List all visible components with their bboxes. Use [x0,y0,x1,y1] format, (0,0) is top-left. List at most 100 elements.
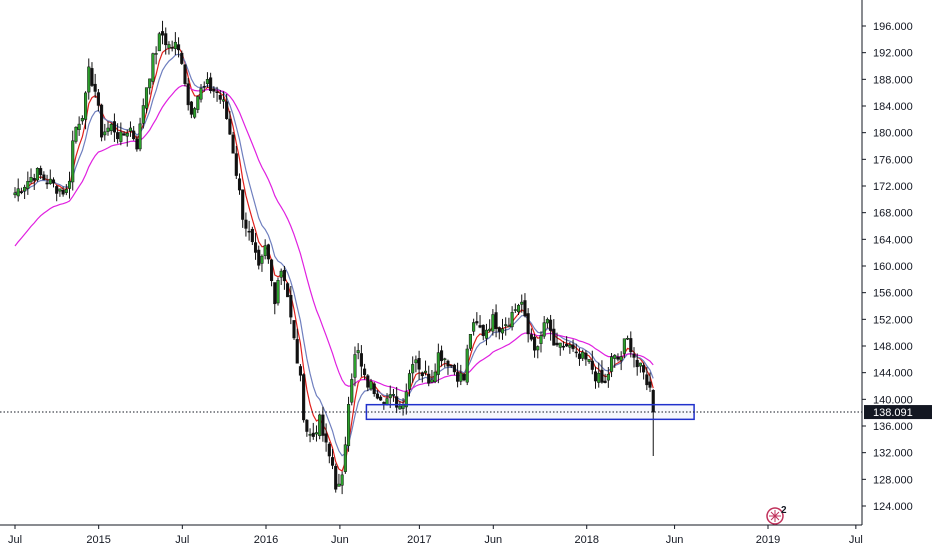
candle-down [446,360,450,367]
candle-down [132,130,136,140]
candle-up [103,131,107,136]
candle-down [42,174,46,181]
candle-up [314,432,319,435]
candle-up [398,405,402,410]
candle-down [282,269,286,282]
candle-down [462,374,466,381]
candle-down [96,92,100,106]
candle-down [363,368,367,376]
candle-up [411,364,415,374]
candle-down [189,101,193,115]
candle-down [330,457,335,466]
candle-down [183,64,187,84]
candle-down [311,432,315,437]
candle-down [231,134,235,154]
current-price-layer: 138.091 [0,405,932,420]
candle-up [504,324,508,326]
candle-up [597,372,601,383]
candle-up [87,66,91,93]
price-tick-label: 148.000 [873,341,913,353]
candle-down [257,249,261,266]
price-tick-label: 164.000 [873,234,913,246]
candle-down [420,372,424,377]
candle-up [507,325,511,328]
candle-up [167,44,171,49]
candle-up [13,192,17,196]
badge-layer[interactable]: 2 [766,505,787,525]
candle-up [308,434,312,436]
candle-up [581,351,585,359]
candle-down [164,33,168,46]
candle-up [539,335,543,344]
candle-down [218,95,222,100]
price-tick-label: 180.000 [873,128,913,140]
candle-down [375,393,379,399]
candle-down [266,244,270,260]
time-tick-label: Jul [175,534,189,546]
candles-layer [13,20,655,495]
time-tick-label: Jun [666,534,684,546]
candle-up [35,167,40,181]
price-tick-label: 188.000 [873,74,913,86]
candle-up [414,359,418,364]
candle-up [430,379,434,383]
candle-up [520,301,524,305]
candle-up [513,309,517,311]
candle-down [180,52,184,64]
candle-up [144,87,149,109]
flag-badge-icon-glyph [769,510,781,522]
candle-down [45,182,49,185]
candle-up [609,356,614,372]
candle-up [423,370,428,373]
candle-down [616,356,620,360]
candle-down [382,402,386,404]
candle-up [138,123,142,150]
price-tick-label: 184.000 [873,101,913,113]
candle-down [270,259,274,282]
candle-up [443,358,447,361]
candle-down [481,324,485,337]
candle-up [119,131,123,142]
candle-down [526,313,530,335]
candle-down [292,320,296,339]
candle-down [379,396,383,401]
candle-down [61,190,65,195]
candle-up [484,329,489,339]
candle-down [565,343,569,347]
candle-up [465,348,469,383]
candle-up [472,322,476,332]
candle-down [135,138,139,150]
candle-down [475,321,479,324]
candle-up [619,356,623,361]
candle-down [177,44,181,51]
price-tick-label: 192.000 [873,48,913,60]
candle-down [55,186,59,194]
time-tick-label: 2015 [86,534,110,546]
candle-down [552,328,556,346]
candle-up [276,280,280,304]
candle-up [58,188,62,192]
time-tick-label: 2019 [756,534,780,546]
candle-down [295,339,299,364]
candle-down [234,153,238,176]
candle-down [533,336,537,351]
candle-down [632,353,636,358]
candle-down [100,104,104,138]
candle-down [122,133,126,136]
candle-down [170,47,174,49]
price-tick-label: 168.000 [873,208,913,220]
time-tick-label: 2017 [407,534,431,546]
candle-down [215,91,219,93]
candle-down [112,121,116,133]
candle-down [51,179,56,184]
candle-up [125,133,129,137]
price-tick-label: 136.000 [873,421,913,433]
candle-down [497,327,501,332]
candle-up [77,123,81,130]
candle-down [635,359,639,368]
candle-up [568,344,572,348]
candle-up [154,53,158,55]
candle-up [196,96,200,110]
time-tick-label: 2018 [574,534,598,546]
